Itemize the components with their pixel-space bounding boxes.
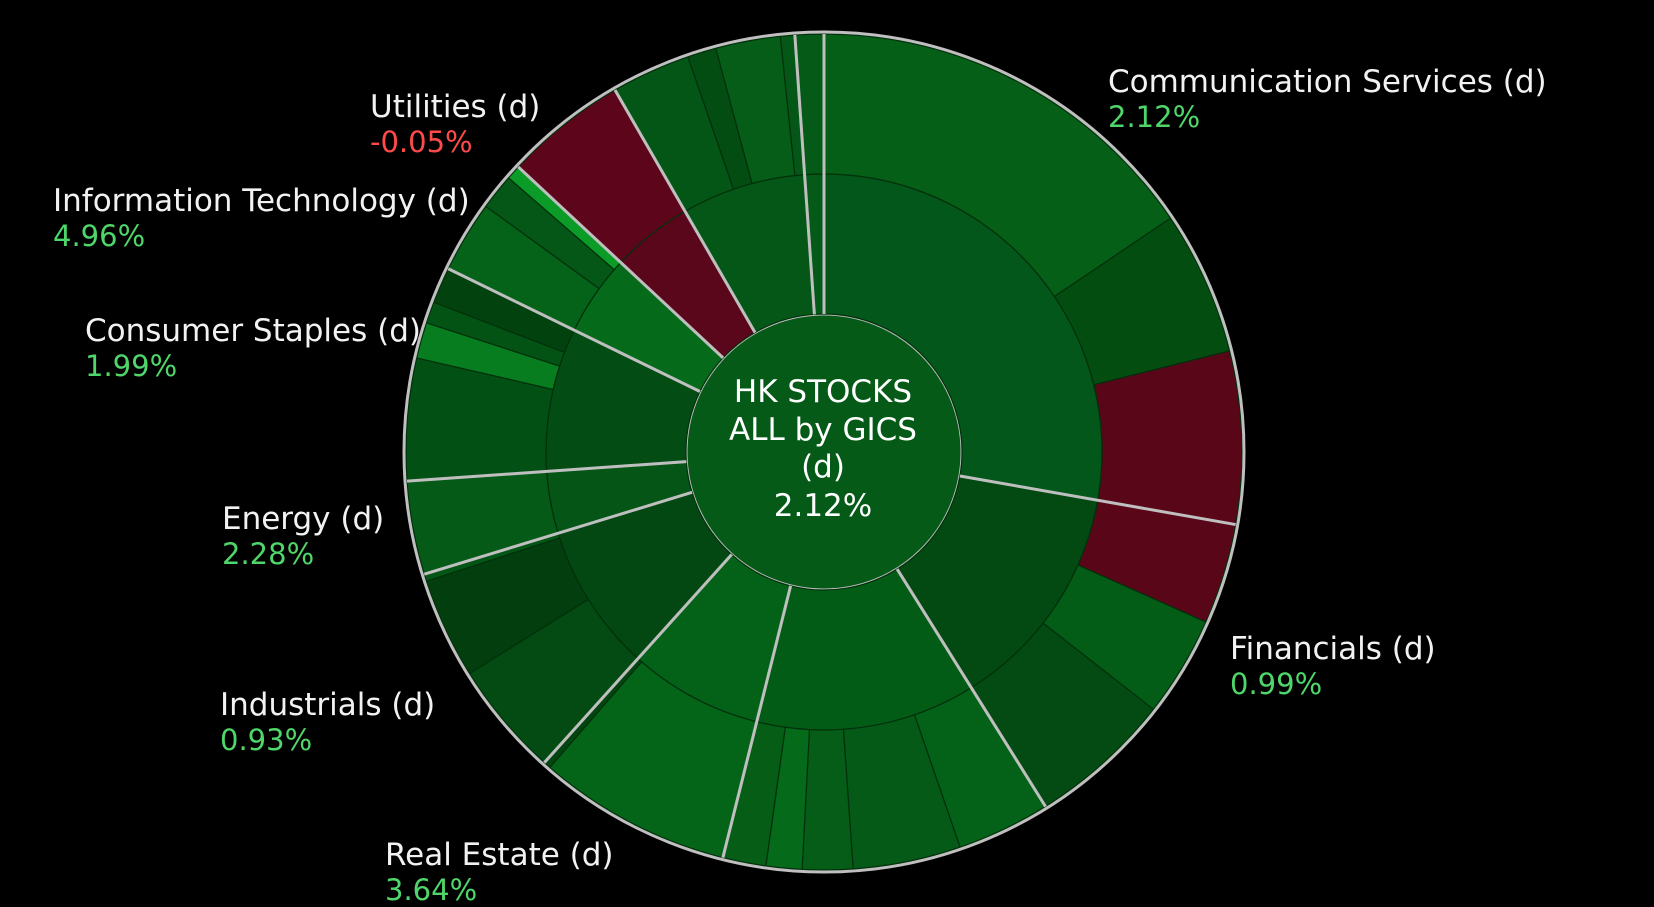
- sector-label-value: 0.99%: [1230, 667, 1322, 701]
- sector-label-name: Utilities (d): [370, 89, 540, 125]
- sector-divider-line: [721, 585, 793, 858]
- sector-label-name: Financials (d): [1230, 631, 1436, 667]
- sector-label-value: -0.05%: [370, 125, 473, 159]
- sector-label[interactable]: Consumer Staples (d)1.99%: [85, 313, 421, 383]
- sector-label-value: 0.93%: [220, 723, 312, 757]
- sector-divider-line: [406, 460, 687, 483]
- sector-label[interactable]: Financials (d)0.99%: [1230, 631, 1436, 701]
- sector-label-name: Energy (d): [222, 501, 384, 537]
- sector-dividers: [402, 30, 1246, 874]
- sector-label-name: Real Estate (d): [385, 837, 614, 873]
- sector-label[interactable]: Energy (d)2.28%: [222, 501, 384, 571]
- sector-label-name: Consumer Staples (d): [85, 313, 421, 349]
- sector-label[interactable]: Information Technology (d)4.96%: [53, 183, 470, 253]
- sector-label[interactable]: Real Estate (d)3.64%: [385, 837, 614, 907]
- sector-label[interactable]: Industrials (d)0.93%: [220, 687, 435, 757]
- sector-divider-line: [517, 165, 725, 359]
- sector-label-value: 2.28%: [222, 537, 314, 571]
- sector-label-value: 3.64%: [385, 873, 477, 907]
- center-label[interactable]: HK STOCKS ALL by GICS (d) 2.12%: [729, 374, 917, 524]
- sector-label[interactable]: Utilities (d)-0.05%: [370, 89, 540, 159]
- center-title-line-2: ALL by GICS: [729, 412, 917, 448]
- center-title-line-1: HK STOCKS: [734, 374, 912, 410]
- sector-label-name: Industrials (d): [220, 687, 435, 723]
- center-title-line-3: (d): [801, 449, 845, 485]
- sector-divider-line: [543, 553, 733, 764]
- sector-label[interactable]: Communication Services (d)2.12%: [1108, 64, 1547, 134]
- sector-label-value: 4.96%: [53, 219, 145, 253]
- sector-label-name: Communication Services (d): [1108, 64, 1547, 100]
- sector-divider-line: [959, 474, 1236, 527]
- sector-divider-line: [793, 34, 816, 315]
- sector-divider-line: [895, 568, 1047, 808]
- outer-ring-border: [402, 30, 1246, 874]
- sector-label-value: 1.99%: [85, 349, 177, 383]
- center-value: 2.12%: [774, 488, 872, 524]
- segments-layer: [405, 33, 1243, 871]
- sector-label-name: Information Technology (d): [53, 183, 470, 219]
- sector-label-value: 2.12%: [1108, 100, 1200, 134]
- sector-divider-line: [423, 490, 693, 576]
- sector-divider-line: [613, 89, 757, 334]
- sector-divider-line: [447, 267, 701, 393]
- sector-labels-layer: Communication Services (d)2.12%Financial…: [53, 64, 1547, 907]
